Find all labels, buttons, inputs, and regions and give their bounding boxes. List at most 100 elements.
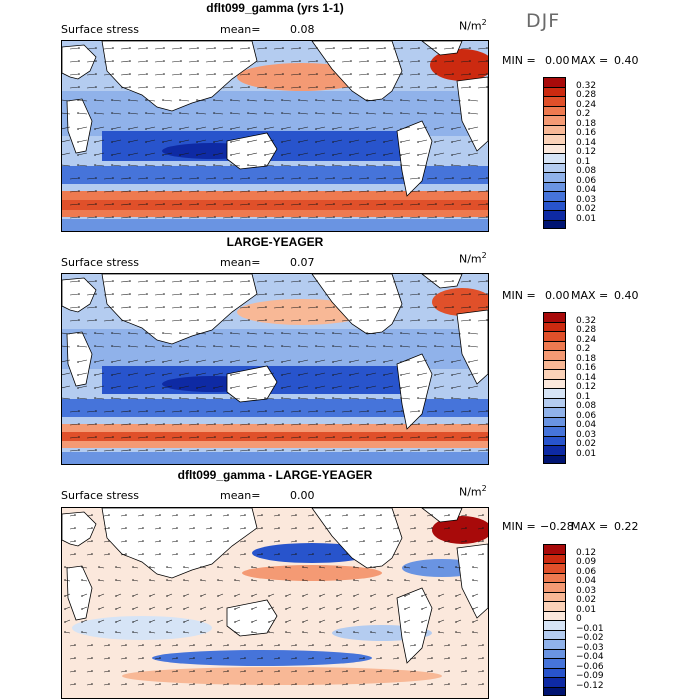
wind-arrow xyxy=(205,410,216,413)
wind-arrow-head xyxy=(367,203,369,205)
wind-arrow-head xyxy=(435,449,437,451)
wind-arrow xyxy=(239,683,246,686)
wind-arrow-head xyxy=(282,216,284,218)
wind-arrow xyxy=(98,593,105,597)
wind-arrow-head xyxy=(353,608,355,610)
wind-arrow xyxy=(324,190,335,193)
wind-arrow-head xyxy=(451,361,453,363)
wind-arrow-head xyxy=(95,319,97,321)
wind-arrow xyxy=(392,553,399,556)
wind-arrow-head xyxy=(350,423,352,425)
wind-arrow-head xyxy=(367,280,369,282)
wind-arrow xyxy=(62,397,71,400)
wind-arrow-head xyxy=(281,397,283,399)
wind-arrow xyxy=(349,332,360,335)
wind-arrow-head xyxy=(366,141,368,143)
wind-arrow-head xyxy=(333,73,335,75)
wind-arrow xyxy=(188,190,199,193)
wind-arrow-head xyxy=(363,553,365,555)
wind-arrow xyxy=(154,280,165,283)
wind-arrow xyxy=(324,644,331,647)
wind-arrow xyxy=(222,553,229,556)
wind-arrow-head xyxy=(78,73,80,75)
wind-arrow-head xyxy=(176,540,178,542)
wind-arrow xyxy=(290,73,301,76)
wind-arrow-head xyxy=(298,374,300,376)
colorbar-swatch xyxy=(543,331,566,341)
wind-arrow xyxy=(86,436,97,439)
panel-3-min-value: −0.28 xyxy=(540,520,574,533)
wind-arrow-head xyxy=(384,319,386,321)
wind-arrow xyxy=(98,566,105,569)
wind-arrow xyxy=(307,293,318,296)
wind-arrow-head xyxy=(111,112,113,114)
wind-arrow-head xyxy=(387,595,389,597)
wind-arrow xyxy=(349,152,360,156)
wind-arrow-head xyxy=(213,128,215,130)
wind-arrow xyxy=(434,345,445,348)
wind-arrow-head xyxy=(363,657,365,659)
wind-arrow-head xyxy=(384,423,386,425)
wind-arrow xyxy=(256,410,267,413)
wind-arrow xyxy=(256,293,267,296)
wind-arrow-head xyxy=(299,280,301,282)
wind-arrow xyxy=(86,553,93,556)
wind-arrow xyxy=(247,152,258,156)
wind-arrow xyxy=(426,644,433,647)
wind-arrow xyxy=(222,670,229,673)
wind-arrow-head xyxy=(384,86,386,88)
wind-arrow xyxy=(256,280,267,283)
wind-arrow-head xyxy=(265,293,267,295)
wind-arrow-head xyxy=(282,280,284,282)
wind-arrow xyxy=(426,203,437,206)
wind-arrow-head xyxy=(366,387,368,389)
wind-arrow xyxy=(247,332,258,335)
wind-arrow-head xyxy=(282,410,284,412)
wind-arrow xyxy=(468,332,479,335)
wind-arrow xyxy=(324,449,335,452)
wind-arrow-head xyxy=(95,449,97,451)
wind-arrow xyxy=(332,139,343,143)
wind-arrow-head xyxy=(196,374,198,376)
wind-arrow-head xyxy=(163,216,165,218)
wind-arrow xyxy=(239,60,250,63)
wind-arrow xyxy=(307,644,314,647)
wind-arrow xyxy=(94,385,105,389)
landmass-australia xyxy=(226,599,278,637)
colorbar-swatch xyxy=(543,563,566,573)
wind-arrow xyxy=(387,593,394,597)
wind-arrow-head xyxy=(319,579,321,581)
wind-arrow xyxy=(472,579,479,582)
wind-arrow-head xyxy=(77,112,79,114)
wind-arrow-head xyxy=(452,436,454,438)
wind-arrow xyxy=(417,359,428,363)
wind-arrow-head xyxy=(77,141,79,143)
wind-arrow-head xyxy=(346,657,348,659)
wind-arrow-head xyxy=(179,374,181,376)
wind-arrow xyxy=(128,164,139,167)
wind-arrow-head xyxy=(278,514,280,516)
wind-arrow xyxy=(366,397,377,400)
wind-arrow-head xyxy=(282,203,284,205)
panel-3-max-value: 0.22 xyxy=(614,520,639,533)
wind-arrow-head xyxy=(112,280,114,282)
wind-arrow xyxy=(188,423,199,426)
wind-arrow-head xyxy=(214,177,216,179)
wind-arrow-head xyxy=(349,345,351,347)
wind-arrow xyxy=(443,203,454,206)
wind-arrow xyxy=(86,60,97,63)
wind-arrow xyxy=(251,593,258,597)
wind-arrow xyxy=(324,683,331,686)
wind-arrow xyxy=(400,99,411,102)
wind-arrow xyxy=(256,657,263,660)
wind-arrow xyxy=(426,670,433,673)
wind-arrow-head xyxy=(455,579,457,581)
wind-arrow-head xyxy=(162,345,164,347)
wind-arrow-head xyxy=(486,47,488,49)
colorbar-tick-label: 0.2 xyxy=(576,344,591,354)
wind-arrow xyxy=(366,99,377,102)
wind-arrow-head xyxy=(465,514,467,516)
wind-arrow xyxy=(98,619,105,623)
wind-arrow-head xyxy=(162,141,164,143)
wind-arrow xyxy=(324,306,335,309)
